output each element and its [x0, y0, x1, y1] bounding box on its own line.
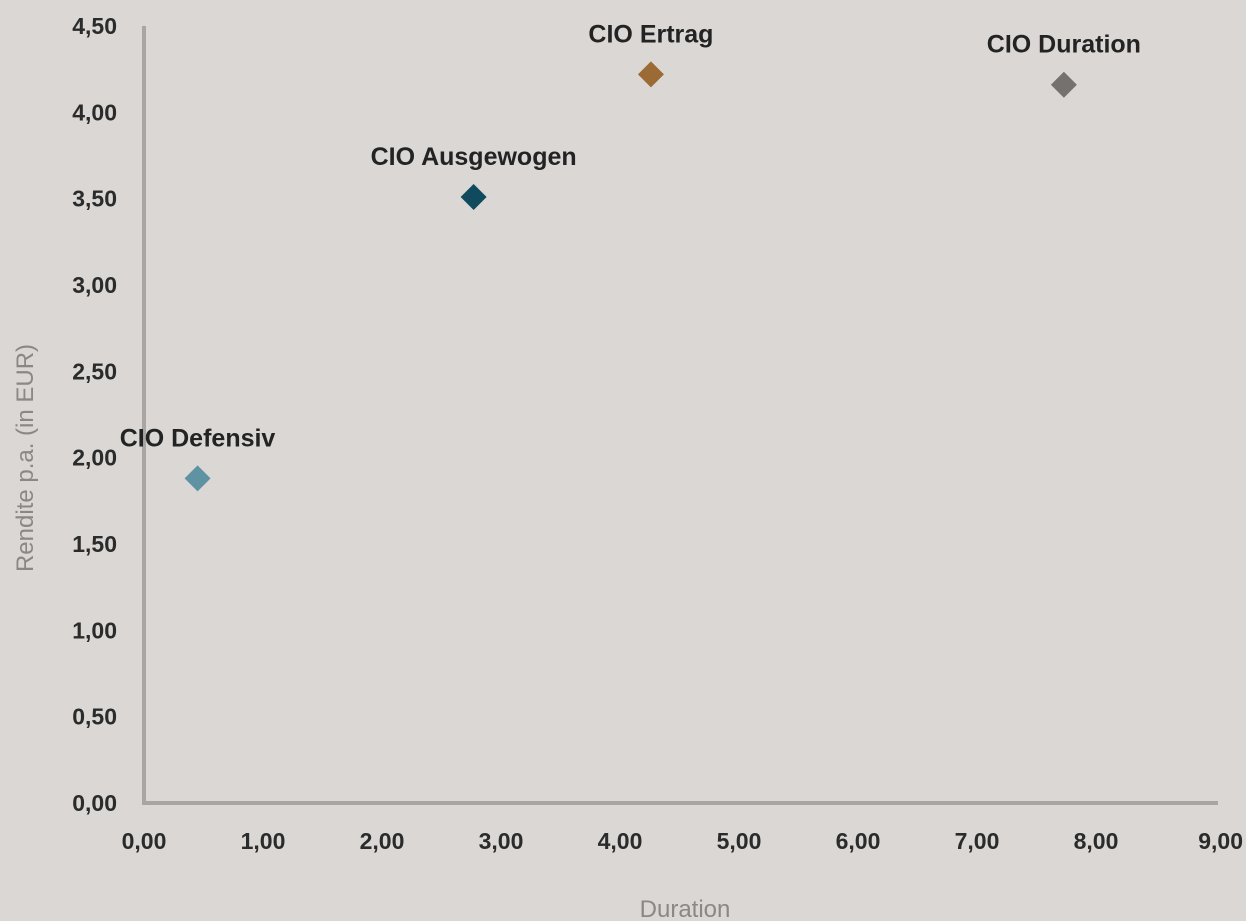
y-tick-label: 1,00	[72, 617, 117, 643]
data-point-marker	[637, 61, 664, 88]
data-point-marker	[1050, 71, 1077, 98]
x-tick-label: 9,00	[1198, 828, 1243, 854]
x-tick-label: 6,00	[836, 828, 881, 854]
y-tick-label: 1,50	[72, 531, 117, 557]
y-tick-label: 2,50	[72, 358, 117, 384]
x-tick-label: 5,00	[717, 828, 762, 854]
y-axis-title: Rendite p.a. (in EUR)	[12, 344, 39, 572]
data-point-label: CIO Duration	[987, 31, 1141, 59]
x-tick-label: 3,00	[479, 828, 524, 854]
x-tick-label: 8,00	[1074, 828, 1119, 854]
data-point-label: CIO Defensiv	[120, 424, 276, 452]
data-point-label: CIO Ausgewogen	[371, 143, 577, 171]
data-points	[184, 61, 1077, 492]
x-tick-labels: 0,00 1,00 2,00 3,00 4,00 5,00 6,00 7,00 8,00 9,00	[122, 828, 1243, 854]
data-point-marker	[460, 183, 487, 210]
x-tick-label: 0,00	[122, 828, 167, 854]
x-tick-label: 4,00	[598, 828, 643, 854]
data-point-marker	[184, 465, 211, 492]
y-tick-labels: 0,00 0,50 1,00 1,50 2,00 2,50 3,00 3,50 4,00 4,50	[72, 13, 117, 816]
y-tick-label: 4,00	[72, 99, 117, 125]
x-tick-label: 7,00	[955, 828, 1000, 854]
y-tick-label: 3,50	[72, 186, 117, 212]
y-tick-label: 3,00	[72, 272, 117, 298]
x-axis-title: Duration	[640, 896, 731, 921]
y-tick-label: 4,50	[72, 13, 117, 39]
axes	[142, 26, 1218, 805]
x-tick-label: 1,00	[241, 828, 286, 854]
x-tick-label: 2,00	[360, 828, 405, 854]
point-labels: CIO Defensiv CIO Ausgewogen CIO Ertrag CIO …	[120, 20, 1141, 452]
y-tick-label: 2,00	[72, 445, 117, 471]
y-tick-label: 0,00	[72, 790, 117, 816]
data-point-label: CIO Ertrag	[588, 20, 713, 48]
y-tick-label: 0,50	[72, 704, 117, 730]
